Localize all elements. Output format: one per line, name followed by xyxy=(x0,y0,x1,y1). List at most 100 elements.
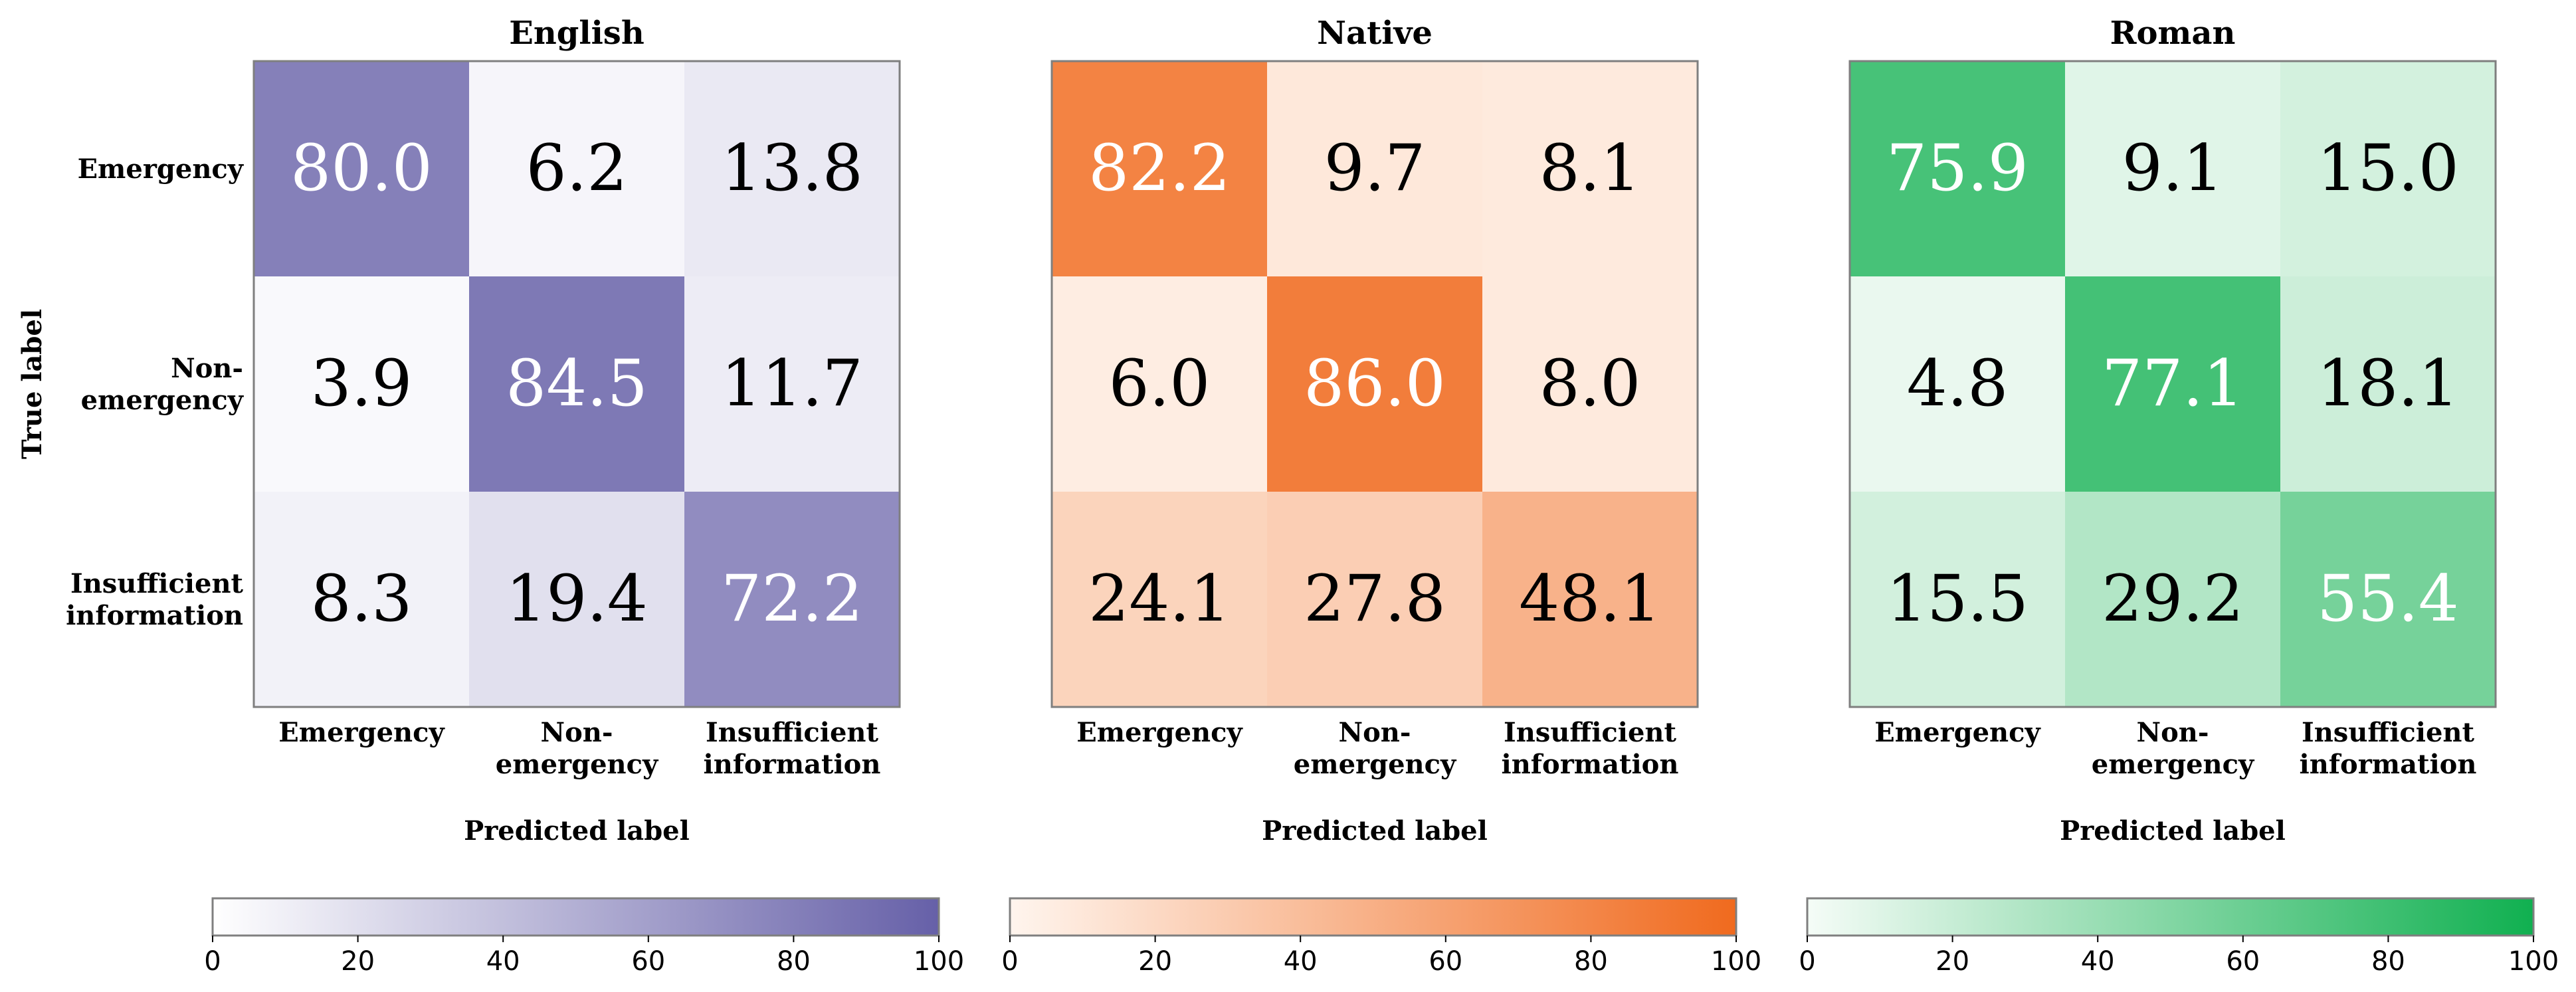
heatmap-cell xyxy=(1052,61,1267,276)
chart-title: Native xyxy=(1317,15,1433,52)
heatmap-frame xyxy=(1848,60,2497,708)
colorbar-tick-label: 0 xyxy=(204,946,221,977)
cell-value-label: 24.1 xyxy=(1088,561,1231,636)
x-tick-label: Insufficient information xyxy=(2300,717,2477,780)
x-tick-label-line: emergency xyxy=(1294,749,1457,780)
cell-value-label: 72.2 xyxy=(721,561,863,636)
x-tick-label-line: Insufficient xyxy=(1504,717,1677,748)
heatmap-cell xyxy=(1482,492,1698,707)
heatmap-panel-roman: Roman 75.9 9.1 15.0 4.8 77.1 18.1 15.5 29.2 55.4 E… xyxy=(1799,15,2559,977)
x-tick-label: Insufficient information xyxy=(1502,717,1679,780)
cell-value-label: 11.7 xyxy=(721,346,863,421)
y-tick-label-line: emergency xyxy=(81,385,245,416)
heatmap-cell xyxy=(254,276,469,492)
heatmap-cell xyxy=(2065,492,2280,707)
heatmap-frame xyxy=(1050,60,1699,708)
colorbar-tick-label: 60 xyxy=(2226,946,2260,977)
heatmap-cell xyxy=(2280,61,2496,276)
y-tick-label-line: Insufficient xyxy=(70,568,244,599)
x-axis-label: Predicted label xyxy=(464,815,690,846)
heatmap-cell xyxy=(1267,492,1482,707)
heatmap-cell xyxy=(1267,276,1482,492)
cell-value-label: 84.5 xyxy=(506,346,648,421)
cell-value-label: 9.1 xyxy=(2122,131,2224,205)
colorbar-tick-label: 60 xyxy=(631,946,665,977)
cell-value-label: 75.9 xyxy=(1886,131,2029,205)
colorbar-tick-label: 40 xyxy=(2081,946,2115,977)
cell-value-label: 77.1 xyxy=(2102,346,2244,421)
colorbar-tick-label: 60 xyxy=(1429,946,1462,977)
x-tick-label-line: emergency xyxy=(2092,749,2255,780)
x-tick-label-line: Emergency xyxy=(1076,717,1243,748)
x-tick-label-line: Emergency xyxy=(278,717,445,748)
x-tick-label-line: Insufficient xyxy=(706,717,879,748)
cell-value-label: 86.0 xyxy=(1304,346,1446,421)
colorbar-tick-label: 100 xyxy=(2508,946,2559,977)
cell-value-label: 13.8 xyxy=(721,131,863,205)
colorbar-tick-label: 40 xyxy=(1284,946,1318,977)
x-tick-label-line: Insufficient xyxy=(2302,717,2475,748)
x-tick-label: Non-emergency xyxy=(1294,717,1457,780)
colorbar xyxy=(1009,897,1737,937)
colorbar xyxy=(211,897,940,937)
x-tick-label-line: emergency xyxy=(496,749,659,780)
colorbar-tick-label: 0 xyxy=(1001,946,1018,977)
heatmap-cell xyxy=(2065,61,2280,276)
x-tick-label-line: Non- xyxy=(1339,717,1411,748)
heatmap-cell xyxy=(469,61,684,276)
colorbar-tick-label: 20 xyxy=(341,946,375,977)
colorbar-tick-label: 20 xyxy=(1935,946,1969,977)
x-axis-label: Predicted label xyxy=(2060,815,2286,846)
y-tick-label-line: Non- xyxy=(171,353,243,384)
y-tick-label-line: Emergency xyxy=(78,153,245,185)
heatmap-cell xyxy=(1267,61,1482,276)
y-tick-label: Non-emergency xyxy=(81,353,245,416)
cell-value-label: 29.2 xyxy=(2102,561,2244,636)
heatmap-cell xyxy=(1052,276,1267,492)
heatmap-panel-native: Native 82.2 9.7 8.1 6.0 86.0 8.0 24.1 27.8 48.1 Em… xyxy=(1001,15,1761,977)
heatmap-cell xyxy=(1482,276,1698,492)
cell-value-label: 27.8 xyxy=(1304,561,1446,636)
heatmap-cell xyxy=(684,276,900,492)
cell-value-label: 6.0 xyxy=(1109,346,1211,421)
heatmap-cell xyxy=(469,276,684,492)
heatmap-cell xyxy=(469,492,684,707)
heatmap-cell xyxy=(684,492,900,707)
cell-value-label: 9.7 xyxy=(1324,131,1426,205)
x-tick-label: Non-emergency xyxy=(496,717,659,780)
x-tick-label: Emergency xyxy=(1874,717,2041,748)
x-tick-label: Insufficient information xyxy=(704,717,881,780)
cell-value-label: 19.4 xyxy=(506,561,648,636)
cell-value-label: 80.0 xyxy=(290,131,433,205)
x-axis-label: Predicted label xyxy=(1262,815,1488,846)
cell-value-label: 48.1 xyxy=(1519,561,1661,636)
cell-value-label: 8.1 xyxy=(1539,131,1641,205)
chart-title: Roman xyxy=(2110,15,2236,52)
cell-value-label: 8.0 xyxy=(1539,346,1641,421)
cell-value-label: 8.3 xyxy=(311,561,413,636)
colorbar-tick-label: 100 xyxy=(914,946,964,977)
heatmap-cell xyxy=(1850,276,2065,492)
x-tick-label: Emergency xyxy=(1076,717,1243,748)
cell-value-label: 6.2 xyxy=(526,131,628,205)
heatmap-cell xyxy=(2280,492,2496,707)
heatmap-cell xyxy=(1482,61,1698,276)
heatmap-cell xyxy=(1052,492,1267,707)
heatmap-cell xyxy=(254,61,469,276)
colorbar-tick-label: 100 xyxy=(1711,946,1761,977)
colorbar-tick-label: 20 xyxy=(1138,946,1172,977)
chart-title: English xyxy=(509,15,644,52)
x-tick-label-line: information xyxy=(704,749,881,780)
heatmap-frame xyxy=(252,60,901,708)
cell-value-label: 55.4 xyxy=(2317,561,2459,636)
cell-value-label: 15.5 xyxy=(1886,561,2029,636)
heatmap-panel-english: English 80.0 6.2 13.8 3.9 84.5 11.7 8.3 19.4 72.2… xyxy=(17,15,964,977)
heatmap-cell xyxy=(2065,276,2280,492)
heatmap-cell xyxy=(254,492,469,707)
y-tick-label-line: information xyxy=(66,600,243,631)
colorbar-tick-label: 80 xyxy=(777,946,811,977)
cell-value-label: 4.8 xyxy=(1907,346,2009,421)
colorbar-tick-label: 40 xyxy=(486,946,520,977)
x-tick-label-line: Non- xyxy=(541,717,613,748)
